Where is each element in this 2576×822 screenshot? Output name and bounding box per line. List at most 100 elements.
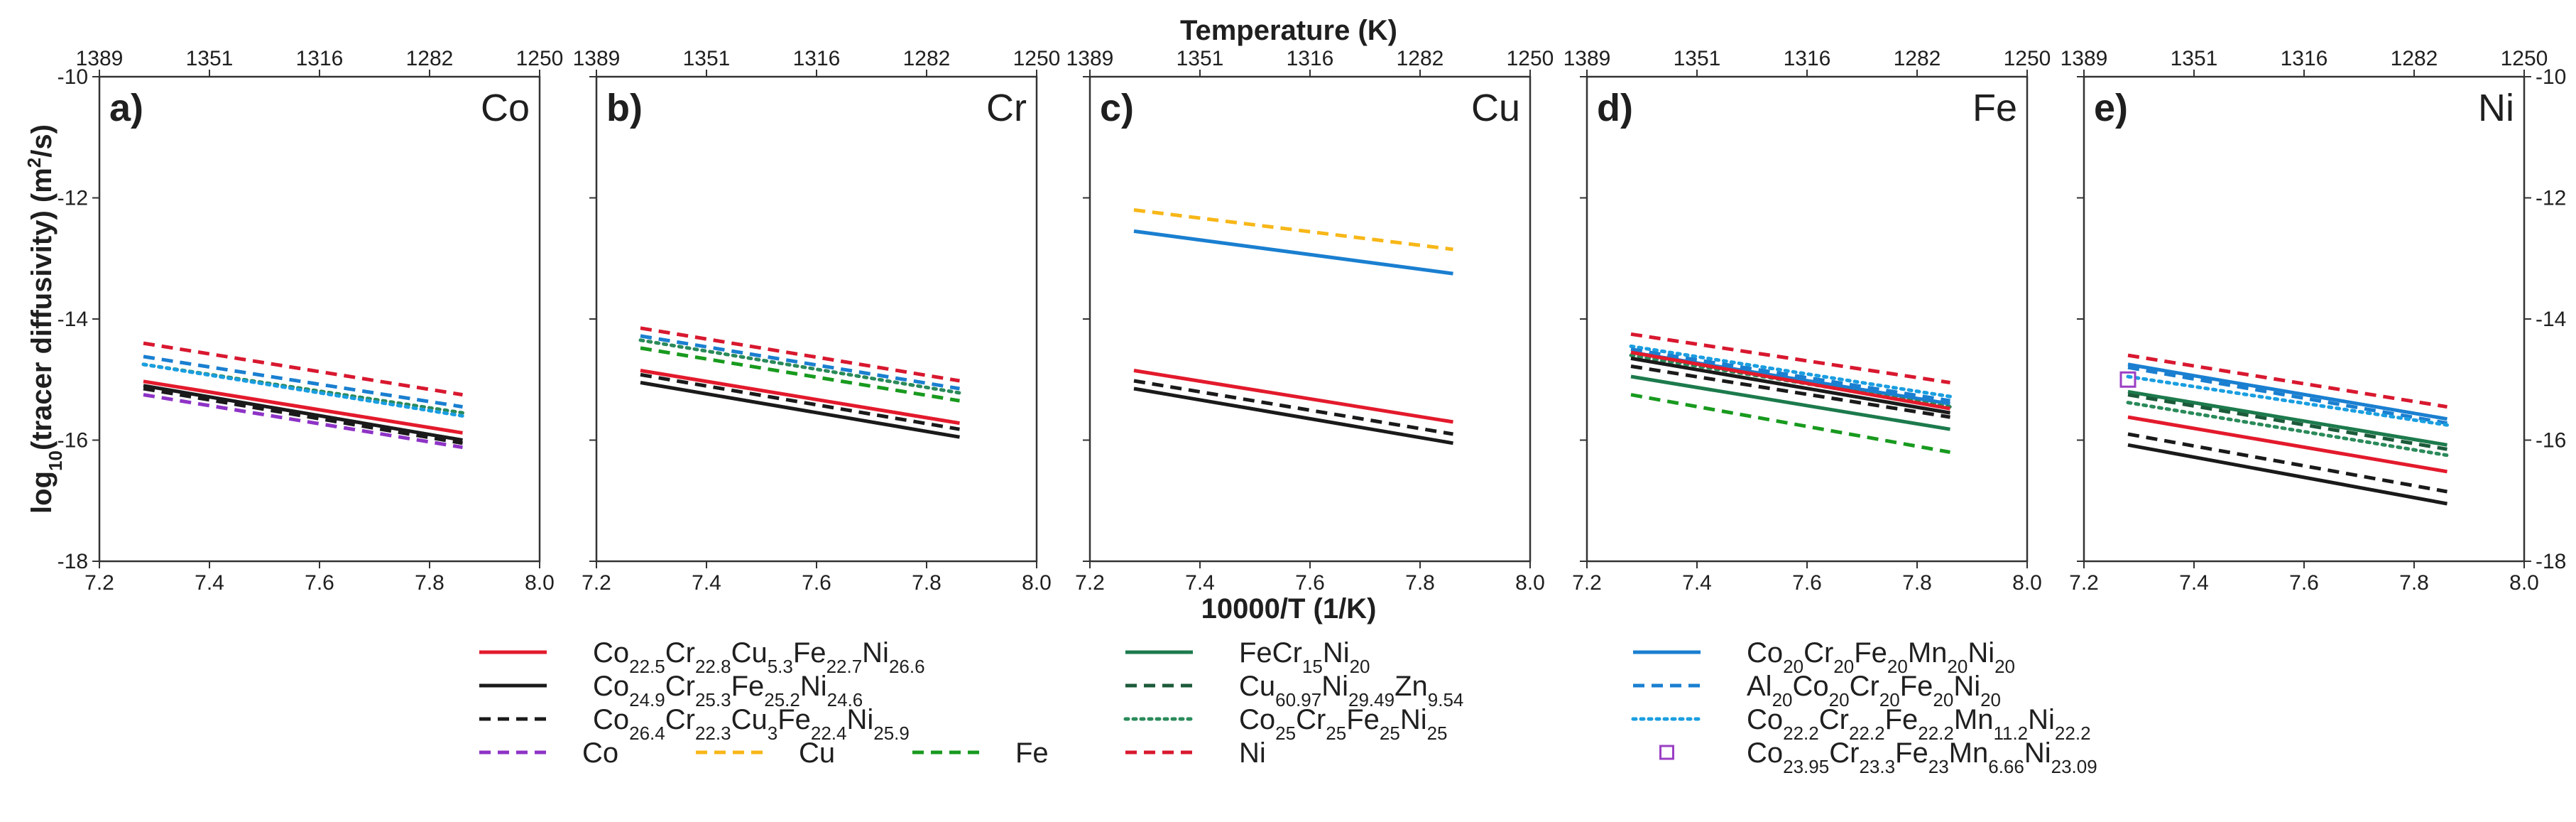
legend-label-part: 22.2 xyxy=(1783,723,1819,744)
y-axis-label-part: (tracer diffusivity) (m xyxy=(26,168,58,450)
top-tick-label: 1250 xyxy=(2501,47,2548,70)
legend-label-part: Cr xyxy=(1829,737,1859,769)
y-tick-label: -18 xyxy=(58,550,88,573)
panel-letter: e) xyxy=(2094,87,2128,129)
legend-label-part: 22.2 xyxy=(2055,723,2091,744)
y-tick-label: -14 xyxy=(58,308,88,331)
legend-label-alcocrfeni: Al20Co20Cr20Fe20Ni20 xyxy=(1747,671,2001,710)
panel-element-label: Ni xyxy=(2478,87,2514,129)
y-tick-label: -10 xyxy=(58,65,88,89)
legend-label-part: Co xyxy=(1747,737,1783,769)
top-tick-label: 1316 xyxy=(1784,47,1831,70)
top-axis-label: Temperature (K) xyxy=(1180,15,1397,46)
series-line-cu xyxy=(1133,208,1453,252)
legend-label-part: Ni xyxy=(1321,671,1348,702)
series-line-cocrcu3feni xyxy=(640,372,960,431)
x-tick-label: 7.8 xyxy=(415,571,444,595)
legend-label-part: 20 xyxy=(1350,656,1370,677)
legend-label-part: Co xyxy=(1747,704,1783,735)
top-tick-label: 1282 xyxy=(2391,47,2438,70)
legend-label-part: 25 xyxy=(1275,723,1296,744)
x-tick-label: 7.4 xyxy=(692,571,721,595)
legend-label-part: 25 xyxy=(1326,723,1346,744)
legend-label-cocrfemnni-20: Co20Cr20Fe20Mn20Ni20 xyxy=(1747,637,2015,677)
legend-label-part: 24.6 xyxy=(827,689,863,710)
series-line-cocrfeni-24 xyxy=(143,384,463,442)
series-line-cocrcufeni-53 xyxy=(1630,350,1950,411)
legend-label-cocrcu3feni: Co26.4Cr22.3Cu3Fe22.4Ni25.9 xyxy=(593,704,910,744)
legend-label-cu: Cu xyxy=(799,737,835,769)
y-axis-label-sub: 10 xyxy=(45,450,66,471)
legend-label-part: Co xyxy=(582,737,618,769)
x-tick-label: 7.8 xyxy=(912,571,942,595)
legend-label-part: Ni xyxy=(862,637,889,669)
legend-label-fe: Fe xyxy=(1015,737,1049,769)
legend-label-cocrfemn11ni: Co22.2Cr22.2Fe22.2Mn11.2Ni22.2 xyxy=(1747,704,2091,744)
legend-label-part: Ni xyxy=(846,704,873,735)
legend-label-ni: Ni xyxy=(1239,737,1266,769)
x-tick-label: 7.4 xyxy=(2179,571,2209,595)
panel-cr: 1389 1351 1316 1282 1250 7.2 7.4 7.6 7.8 8.0 b) Cr xyxy=(573,47,1061,595)
legend-label-part: Al xyxy=(1747,671,1772,702)
x-tick-label: 7.2 xyxy=(1075,571,1105,595)
series-line-cocrfemn11ni xyxy=(2126,374,2449,427)
series-line-cunizn xyxy=(2127,393,2447,451)
legend-label-part: 9.54 xyxy=(1428,689,1464,710)
panel-letter: d) xyxy=(1597,87,1633,129)
legend-label-part: Cu xyxy=(1239,671,1275,702)
panel-fe: 1389 1351 1316 1282 1250 7.2 7.4 7.6 7.8 8.0 d) Fe xyxy=(1563,47,2051,595)
y-tick-label: -16 xyxy=(58,429,88,453)
legend-label-part: 26.6 xyxy=(889,656,925,677)
series-line-alcocrfeni xyxy=(640,334,960,391)
legend-label-part: 11.2 xyxy=(1993,723,2028,744)
series-line-fecr15ni20 xyxy=(1630,374,1950,431)
legend-label-part: Zn xyxy=(1395,671,1428,702)
top-tick-label: 1250 xyxy=(1013,47,1061,70)
legend-label-part: 25 xyxy=(1380,723,1400,744)
top-tick-label: 1389 xyxy=(76,47,124,70)
x-tick-label: 7.2 xyxy=(582,571,611,595)
series-line-cocrfeni-24 xyxy=(2127,443,2447,506)
legend-label-part: 60.97 xyxy=(1275,689,1321,710)
legend-label-part: Cu xyxy=(731,704,768,735)
legend-label-part: Ni xyxy=(1968,637,1994,669)
series-line-cocrfeni-25 xyxy=(2126,401,2449,458)
top-tick-label: 1351 xyxy=(2171,47,2218,70)
series-line-ni xyxy=(1630,332,1950,384)
x-tick-label: 8.0 xyxy=(1515,571,1545,595)
y-tick-label-right: -10 xyxy=(2536,65,2566,89)
x-tick-label: 7.6 xyxy=(1792,571,1822,595)
legend-label-part: 20 xyxy=(1947,656,1968,677)
x-axis-label: 10000/T (1/K) xyxy=(1201,593,1377,624)
legend-label-part: 22.2 xyxy=(1918,723,1954,744)
legend-label-part: Ni xyxy=(1239,737,1266,769)
legend: Co22.5Cr22.8Cu5.3Fe22.7Ni26.6Co24.9Cr25.… xyxy=(479,637,2097,777)
legend-label-cocrfeni-24: Co24.9Cr25.3Fe25.2Ni24.6 xyxy=(593,671,863,710)
legend-label-part: 22.7 xyxy=(826,656,863,677)
top-tick-label: 1250 xyxy=(516,47,564,70)
legend-label-part: 20 xyxy=(1833,656,1854,677)
top-tick-label: 1351 xyxy=(683,47,731,70)
series-line-fe xyxy=(640,346,960,403)
top-tick-label: 1316 xyxy=(1287,47,1334,70)
top-tick-label: 1282 xyxy=(1894,47,1941,70)
top-tick-label: 1282 xyxy=(406,47,454,70)
legend-label-part: 20 xyxy=(1980,689,2001,710)
top-tick-label: 1389 xyxy=(1066,47,1114,70)
panel-frame xyxy=(2083,75,2526,563)
legend-label-part: Cr xyxy=(1819,704,1849,735)
x-tick-label: 7.4 xyxy=(195,571,224,595)
series-line-alcocrfeni xyxy=(2127,365,2447,426)
series-line-cocrcu3feni xyxy=(1630,364,1950,419)
panel-element-label: Co xyxy=(481,87,530,129)
top-tick-label: 1389 xyxy=(573,47,621,70)
legend-swatch-cocrfemn666ni xyxy=(1659,745,1674,760)
top-tick-label: 1389 xyxy=(2061,47,2108,70)
panel-ni: 1389 1351 1316 1282 1250 7.2 7.4 7.6 7.8 8.0 -10 -1… xyxy=(2061,47,2567,595)
panel-frame xyxy=(1586,75,2029,563)
x-tick-label: 8.0 xyxy=(525,571,555,595)
legend-label-part: 23 xyxy=(1928,756,1949,777)
legend-label-part: 23.09 xyxy=(2051,756,2097,777)
y-axis-label-part: /s) xyxy=(26,124,58,158)
